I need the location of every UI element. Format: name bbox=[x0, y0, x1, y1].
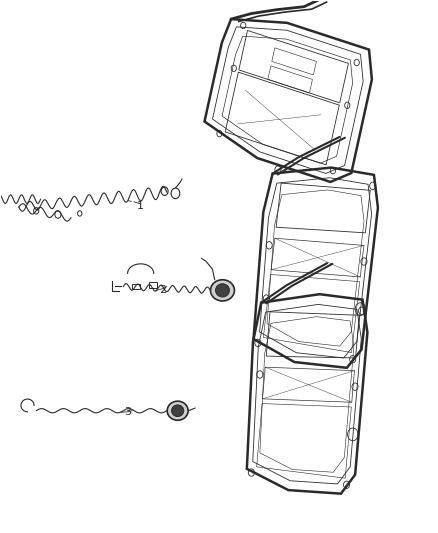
Text: 3: 3 bbox=[124, 407, 131, 417]
Text: 2: 2 bbox=[159, 285, 166, 295]
Ellipse shape bbox=[215, 284, 230, 297]
Ellipse shape bbox=[172, 405, 184, 417]
Text: 1: 1 bbox=[137, 200, 144, 211]
Ellipse shape bbox=[167, 401, 188, 420]
Bar bbox=[149, 282, 157, 288]
Bar bbox=[132, 284, 140, 289]
Ellipse shape bbox=[211, 280, 234, 301]
